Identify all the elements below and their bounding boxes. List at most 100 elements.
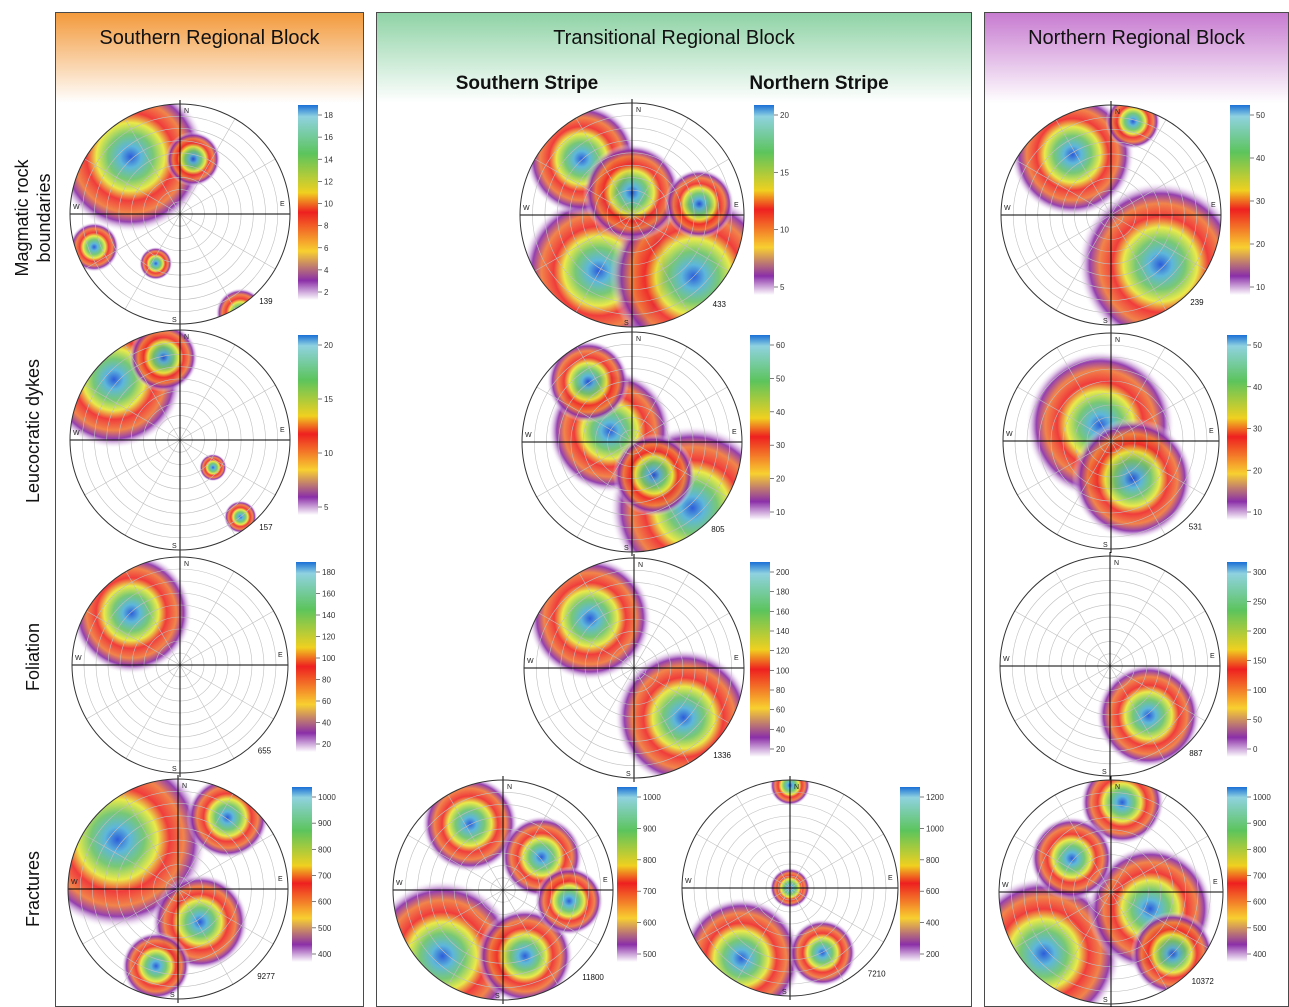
scale-label: 50: [1253, 716, 1262, 725]
scale-label: 30: [1256, 197, 1265, 206]
direction-s: S: [626, 771, 631, 778]
direction-s: S: [624, 545, 629, 552]
color-scale-bar: [1227, 335, 1247, 520]
grid-radial: [1013, 835, 1112, 893]
scale-label: 20: [780, 111, 789, 120]
direction-n: N: [638, 562, 643, 569]
grid-radial: [84, 439, 181, 496]
sample-count: 157: [259, 523, 273, 532]
grid-radial: [576, 441, 633, 538]
sample-count: 239: [1190, 298, 1204, 307]
direction-n: N: [1114, 560, 1119, 567]
scale-label: 40: [776, 725, 785, 734]
direction-w: W: [396, 880, 403, 887]
grid-radial: [735, 887, 791, 982]
northern-panel: Northern Regional Block: [984, 12, 1289, 1007]
net-outline: [519, 102, 745, 328]
color-scale-bar: [617, 787, 637, 962]
grid-radial: [536, 441, 633, 498]
density-blob: [476, 907, 574, 1000]
scale-label: 12: [324, 177, 333, 186]
grid-radial: [177, 833, 274, 890]
scale-label: 40: [1253, 383, 1262, 392]
stereonet-t-dyke: N S E W 805 60 50 40 30 20 10: [521, 328, 785, 556]
scale-label: 140: [322, 611, 336, 620]
scale-label: 600: [1253, 898, 1267, 907]
grid-radial: [179, 664, 235, 759]
grid-radial: [86, 664, 181, 720]
scale-label: 1000: [1253, 793, 1271, 802]
grid-radial: [1017, 440, 1112, 496]
grid-radial: [631, 386, 728, 443]
sample-count: 655: [258, 747, 272, 756]
scale-label: 600: [926, 887, 940, 896]
transitional-title: Transitional Regional Block: [553, 27, 795, 49]
grid-radial: [82, 833, 179, 890]
scale-label: 700: [643, 887, 657, 896]
scale-label: 15: [324, 395, 333, 404]
grid-radial: [1110, 440, 1205, 496]
grid-radial: [631, 214, 689, 313]
direction-n: N: [507, 784, 512, 791]
direction-w: W: [75, 655, 82, 662]
scale-label: 18: [324, 111, 333, 120]
grid-radial: [1110, 214, 1207, 271]
scale-label: 6: [324, 244, 329, 253]
southern-panel: Southern Regional Block: [55, 12, 364, 1007]
grid-radial: [1056, 440, 1112, 535]
grid-radial: [179, 213, 236, 310]
direction-n: N: [182, 783, 187, 790]
density-blob: [1096, 663, 1201, 768]
density-blob: [121, 931, 191, 999]
direction-e: E: [1209, 428, 1214, 435]
grid-radial: [179, 610, 274, 666]
scale-label: 700: [318, 872, 332, 881]
sample-count: 11800: [582, 973, 604, 982]
scale-label: 100: [322, 654, 336, 663]
northern-header: Northern Regional Block: [985, 13, 1288, 103]
direction-w: W: [73, 430, 80, 437]
scale-label: 160: [322, 590, 336, 599]
scale-label: 150: [1253, 657, 1267, 666]
scale-label: 900: [643, 824, 657, 833]
grid-radial: [536, 386, 633, 443]
net-outline: [67, 778, 289, 1000]
scale-label: 16: [324, 133, 333, 142]
grid-radial: [122, 793, 179, 890]
scale-label: 700: [1253, 872, 1267, 881]
scale-label: 120: [322, 633, 336, 642]
scale-label: 30: [1253, 425, 1262, 434]
scale-label: 1000: [318, 793, 336, 802]
net-outline: [521, 331, 743, 553]
density-contours: [72, 557, 193, 674]
scale-label: 500: [643, 950, 657, 959]
grid-radial: [1109, 610, 1206, 667]
direction-s: S: [172, 766, 177, 773]
net-outline: [1002, 332, 1220, 550]
scale-label: 10: [780, 226, 789, 235]
density-blob: [1105, 105, 1161, 149]
grid-radial: [1109, 665, 1206, 722]
direction-w: W: [1004, 205, 1011, 212]
grid-radial: [538, 667, 635, 724]
scale-label: 1000: [643, 793, 661, 802]
scale-label: 1000: [926, 824, 944, 833]
scale-label: 200: [1253, 627, 1267, 636]
density-blob: [165, 131, 221, 187]
grid-radial: [575, 117, 633, 216]
direction-w: W: [685, 878, 692, 885]
density-blob: [528, 558, 652, 681]
scale-label: 20: [322, 740, 331, 749]
scale-label: 50: [776, 374, 785, 383]
grid-radial: [631, 441, 688, 538]
grid-radial: [125, 571, 181, 666]
grid-radial: [124, 213, 181, 310]
direction-s: S: [170, 992, 175, 999]
grid-radial: [177, 888, 274, 945]
density-blob: [72, 557, 193, 674]
net-outline: [523, 557, 745, 779]
direction-e: E: [278, 876, 283, 883]
scale-label: 500: [318, 924, 332, 933]
density-blob: [546, 340, 630, 423]
grid-radial: [447, 794, 504, 891]
